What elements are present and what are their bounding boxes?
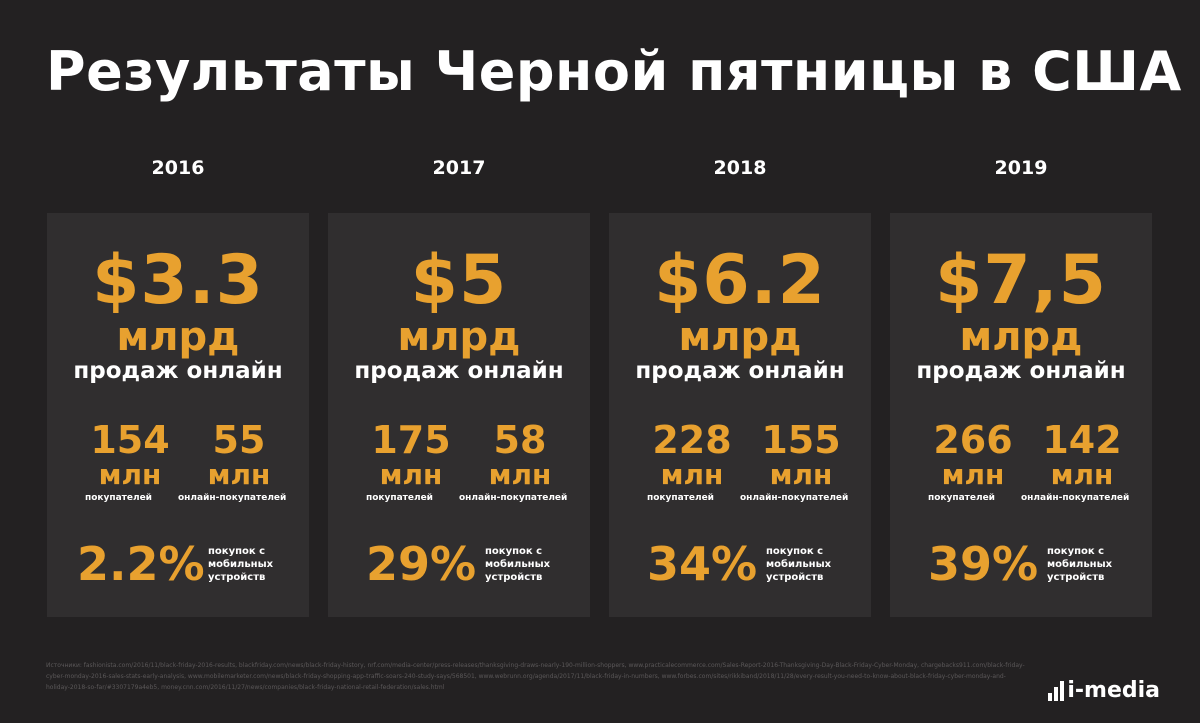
brand-logo: i-media: [1048, 678, 1160, 703]
online-buyers-unit: млн: [488, 458, 552, 491]
buyers-stat: 175 млн: [352, 421, 470, 489]
year-card: $5 млрд продаж онлайн 175 млн 58 млн покупателе…: [328, 213, 590, 617]
mobile-share-label: покупок с мобильных устройств: [766, 546, 832, 583]
year-label: 2019: [994, 157, 1048, 179]
buyers-unit: млн: [379, 458, 443, 491]
online-buyers-value: 58: [493, 418, 547, 462]
online-buyers-label: онлайн-покупателей: [178, 493, 287, 503]
online-buyers-stat: 155 млн: [742, 421, 860, 489]
mobile-share-label: покупок с мобильных устройств: [1047, 546, 1113, 583]
online-buyers-stat: 58 млн: [461, 421, 579, 489]
online-buyers-value: 155: [761, 418, 841, 462]
buyers-unit: млн: [941, 458, 1005, 491]
buyers-label: покупателей: [85, 493, 152, 503]
online-sales-label: продаж онлайн: [73, 358, 283, 384]
buyers-value: 154: [90, 418, 170, 462]
buyers-label: покупателей: [366, 493, 433, 503]
buyers-unit: млн: [98, 458, 162, 491]
year-card: $6.2 млрд продаж онлайн 228 млн 155 млн покупат…: [609, 213, 871, 617]
year-card: $7,5 млрд продаж онлайн 266 млн 142 млн покупат…: [890, 213, 1152, 617]
year-label: 2017: [432, 157, 486, 179]
buyers-value: 228: [652, 418, 732, 462]
online-buyers-label: онлайн-покупателей: [1021, 493, 1130, 503]
mobile-share-value: 2.2%: [77, 537, 205, 591]
bars-icon: [1048, 680, 1065, 701]
sources-text: Источники: fashionista.com/2016/11/black…: [46, 662, 1025, 691]
online-sales-unit: млрд: [959, 314, 1083, 360]
mobile-share-value: 39%: [928, 537, 1039, 591]
buyers-value: 266: [933, 418, 1013, 462]
online-buyers-label: онлайн-покупателей: [459, 493, 568, 503]
page-title: Результаты Черной пятницы в США: [46, 40, 1182, 103]
online-sales-unit: млрд: [678, 314, 802, 360]
year-label: 2016: [151, 157, 205, 179]
online-sales-value: $6.2: [654, 241, 826, 320]
online-sales-value: $7,5: [935, 241, 1107, 320]
buyers-unit: млн: [660, 458, 724, 491]
buyers-label: покупателей: [647, 493, 714, 503]
online-sales-label: продаж онлайн: [354, 358, 564, 384]
online-buyers-unit: млн: [769, 458, 833, 491]
buyers-value: 175: [371, 418, 451, 462]
logo-text: i-media: [1067, 678, 1160, 703]
online-sales-value: $5: [410, 241, 508, 320]
mobile-share-label: покупок с мобильных устройств: [208, 546, 274, 583]
online-sales-unit: млрд: [397, 314, 521, 360]
online-buyers-stat: 55 млн: [180, 421, 298, 489]
buyers-stat: 154 млн: [71, 421, 189, 489]
buyers-stat: 228 млн: [633, 421, 751, 489]
online-sales-label: продаж онлайн: [635, 358, 845, 384]
year-label: 2018: [713, 157, 767, 179]
online-buyers-label: онлайн-покупателей: [740, 493, 849, 503]
buyers-label: покупателей: [928, 493, 995, 503]
online-buyers-unit: млн: [1050, 458, 1114, 491]
online-sales-label: продаж онлайн: [916, 358, 1126, 384]
online-buyers-unit: млн: [207, 458, 271, 491]
buyers-stat: 266 млн: [914, 421, 1032, 489]
online-sales-unit: млрд: [116, 314, 240, 360]
mobile-share-value: 34%: [647, 537, 758, 591]
online-buyers-value: 55: [212, 418, 266, 462]
online-buyers-stat: 142 млн: [1023, 421, 1141, 489]
mobile-share-value: 29%: [366, 537, 477, 591]
online-sales-value: $3.3: [92, 241, 264, 320]
year-card: $3.3 млрд продаж онлайн 154 млн 55 млн покупате…: [47, 213, 309, 617]
mobile-share-label: покупок с мобильных устройств: [485, 546, 551, 583]
online-buyers-value: 142: [1042, 418, 1122, 462]
